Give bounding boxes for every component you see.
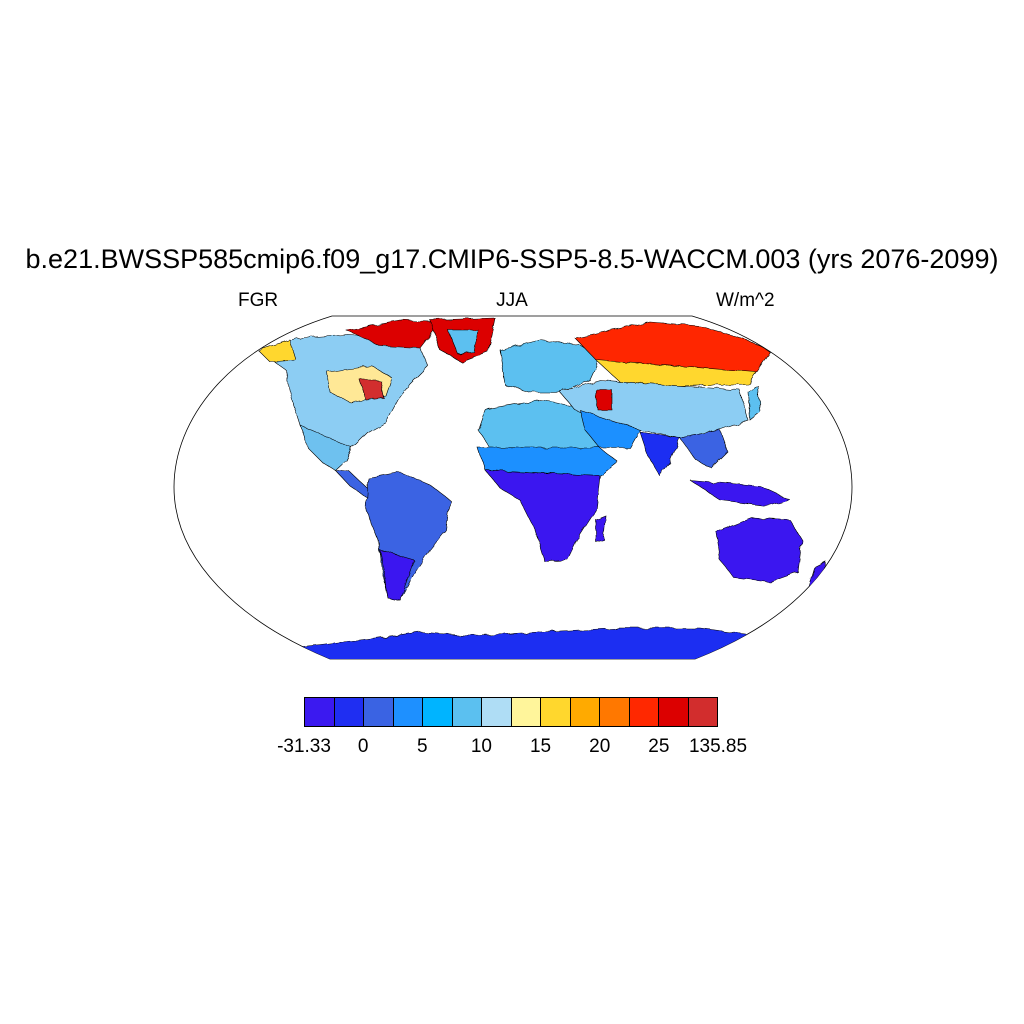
greenland-ice [447,329,479,355]
colorbar-box [364,698,394,726]
middle-east [579,409,641,449]
southeast-asia [679,429,729,469]
colorbar-box [629,698,659,726]
hudson-hotspot [359,379,385,401]
australia [715,517,803,583]
siberia-fringe [595,359,757,387]
colorbar-tick-label: 10 [470,736,492,757]
units-label: W/m^2 [716,290,775,311]
colorbar-box [393,698,423,726]
season-label: JJA [496,290,528,311]
map-title: b.e21.BWSSP585cmip6.f09_g17.CMIP6-SSP5-8… [25,244,999,274]
colorbar-tick-label: 25 [648,736,670,757]
colorbar-box [688,698,717,726]
colorbar-box [570,698,600,726]
africa-sahel [477,447,619,477]
colorbar-tick-label: 5 [416,736,428,757]
colorbar-tick-label: 0 [357,736,369,757]
alaska [257,339,297,363]
variable-label: FGR [238,290,279,311]
colorbar-box [541,698,571,726]
europe [499,339,601,393]
colorbar-box [334,698,364,726]
colorbar-box [659,698,689,726]
colorbar-box [423,698,453,726]
colorbar-tick-label: 135.85 [688,736,748,757]
colorbar-box [482,698,512,726]
colorbar-box [511,698,541,726]
south-america-south [379,549,415,601]
colorbar-box [452,698,482,726]
madagascar [595,515,607,543]
indonesia [689,479,791,507]
colorbar-tick-label: 15 [529,736,552,757]
tibet-hot [595,389,613,411]
colorbar-tick-label: 20 [589,736,611,757]
colorbar-box [305,698,335,726]
india [639,431,681,477]
colorbar-tick-label: -31.33 [277,736,331,757]
colorbar-box [600,698,630,726]
colorbar [304,697,718,727]
canadian-arctic [345,319,441,349]
japan [747,385,761,421]
antarctica [279,627,761,659]
africa-south [484,469,601,563]
